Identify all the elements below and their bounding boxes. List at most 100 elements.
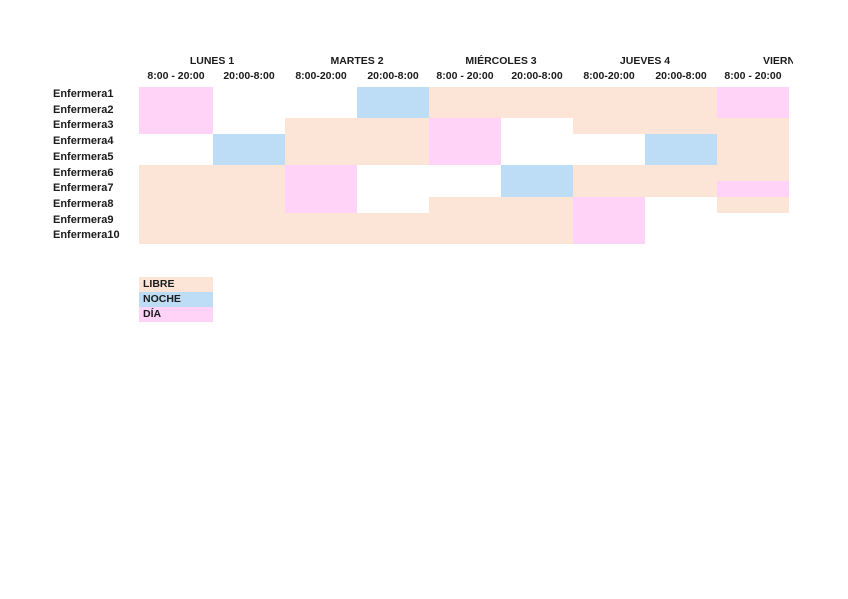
schedule-cell bbox=[717, 165, 789, 182]
schedule-cell bbox=[573, 196, 645, 213]
schedule-cell bbox=[213, 165, 285, 182]
row-label-3: Enfermera3 bbox=[53, 119, 114, 132]
schedule-grid bbox=[139, 87, 789, 244]
schedule-cell bbox=[429, 134, 501, 150]
schedule-cell bbox=[357, 228, 429, 244]
schedule-cell bbox=[139, 102, 213, 119]
row-label-7: Enfermera7 bbox=[53, 182, 114, 195]
schedule-cell bbox=[645, 181, 717, 197]
day-header-4: JUEVES 4 bbox=[619, 55, 671, 67]
schedule-cell bbox=[213, 212, 285, 229]
schedule-cell bbox=[285, 134, 357, 150]
schedule-cell bbox=[357, 197, 429, 213]
schedule-cell bbox=[357, 118, 429, 135]
schedule-cell bbox=[573, 228, 645, 244]
schedule-cell bbox=[285, 196, 357, 213]
schedule-cell bbox=[285, 228, 357, 244]
time-header-2: 20:00-8:00 bbox=[223, 70, 275, 82]
schedule-cell bbox=[139, 212, 213, 229]
schedule-cell bbox=[285, 118, 357, 135]
schedule-cell bbox=[501, 212, 573, 229]
schedule-cell bbox=[645, 87, 717, 103]
time-header-7: 8:00-20:00 bbox=[583, 70, 635, 82]
schedule-cell bbox=[285, 181, 357, 197]
legend-item-noche: NOCHE bbox=[139, 292, 213, 307]
time-header-4: 20:00-8:00 bbox=[367, 70, 419, 82]
row-label-8: Enfermera8 bbox=[53, 197, 114, 210]
schedule-cell bbox=[429, 181, 501, 197]
schedule-cell bbox=[139, 150, 213, 166]
schedule-cell bbox=[717, 134, 789, 150]
time-header-8: 20:00-8:00 bbox=[655, 70, 707, 82]
schedule-cell bbox=[573, 150, 645, 166]
day-header-3: MIÉRCOLES 3 bbox=[465, 55, 537, 67]
schedule-cell bbox=[357, 87, 429, 103]
schedule-cell bbox=[139, 196, 213, 213]
schedule-cell bbox=[213, 228, 285, 244]
schedule-cell bbox=[717, 196, 789, 213]
schedule-cell bbox=[213, 118, 285, 134]
schedule-cell bbox=[429, 102, 501, 119]
schedule-cell bbox=[357, 165, 429, 181]
legend-item-libre: LIBRE bbox=[139, 277, 213, 292]
schedule-cell bbox=[357, 102, 429, 119]
schedule-cell bbox=[429, 212, 501, 229]
schedule-cell bbox=[213, 134, 285, 150]
schedule-cell bbox=[357, 181, 429, 197]
schedule-cell bbox=[429, 149, 501, 166]
schedule-cell bbox=[213, 181, 285, 197]
row-label-10: Enfermera10 bbox=[53, 229, 120, 242]
schedule-cell bbox=[139, 181, 213, 197]
schedule-cell bbox=[645, 102, 717, 119]
time-header-1: 8:00 - 20:00 bbox=[147, 70, 205, 82]
day-header-1: LUNES 1 bbox=[189, 55, 235, 67]
schedule-cell bbox=[139, 87, 213, 103]
schedule-cell bbox=[285, 87, 357, 103]
schedule-cell bbox=[429, 228, 501, 244]
schedule-cell bbox=[573, 181, 645, 197]
schedule-cell bbox=[573, 134, 645, 150]
schedule-cell bbox=[357, 212, 429, 229]
schedule-cell bbox=[139, 134, 213, 150]
row-label-5: Enfermera5 bbox=[53, 150, 114, 163]
schedule-cell bbox=[429, 87, 501, 103]
schedule-cell bbox=[645, 118, 717, 135]
schedule-cell bbox=[717, 213, 789, 229]
time-header-5: 8:00 - 20:00 bbox=[436, 70, 494, 82]
row-label-9: Enfermera9 bbox=[53, 213, 114, 226]
schedule-cell bbox=[501, 87, 573, 103]
schedule-cell bbox=[645, 149, 717, 166]
schedule-cell bbox=[213, 149, 285, 166]
schedule-cell bbox=[357, 134, 429, 150]
schedule-cell bbox=[717, 149, 789, 166]
row-label-6: Enfermera6 bbox=[53, 166, 114, 179]
schedule-cell bbox=[501, 118, 573, 134]
schedule-cell bbox=[573, 212, 645, 229]
day-header-2: MARTES 2 bbox=[330, 55, 384, 67]
schedule-cell bbox=[645, 228, 717, 244]
schedule-cell bbox=[717, 228, 789, 244]
row-label-2: Enfermera2 bbox=[53, 103, 114, 116]
row-label-1: Enfermera1 bbox=[53, 88, 114, 100]
schedule-cell bbox=[501, 134, 573, 150]
schedule-cell bbox=[285, 103, 357, 119]
schedule-cell bbox=[139, 118, 213, 135]
day-header-5: VIERN bbox=[763, 55, 793, 67]
row-label-4: Enfermera4 bbox=[53, 135, 114, 148]
schedule-cell bbox=[285, 149, 357, 166]
schedule-cell bbox=[573, 118, 645, 135]
schedule-cell bbox=[139, 165, 213, 182]
schedule-cell bbox=[573, 87, 645, 103]
schedule-cell bbox=[573, 165, 645, 182]
schedule-cell bbox=[429, 165, 501, 181]
schedule-cell bbox=[501, 165, 573, 182]
schedule-cell bbox=[213, 196, 285, 213]
schedule-cell bbox=[645, 165, 717, 182]
legend-item-dia: DÍA bbox=[139, 307, 213, 322]
schedule-cell bbox=[717, 87, 789, 103]
schedule-cell bbox=[501, 150, 573, 166]
schedule-cell bbox=[139, 228, 213, 244]
schedule-cell bbox=[285, 212, 357, 229]
legend: LIBRE NOCHE DÍA bbox=[139, 277, 213, 322]
